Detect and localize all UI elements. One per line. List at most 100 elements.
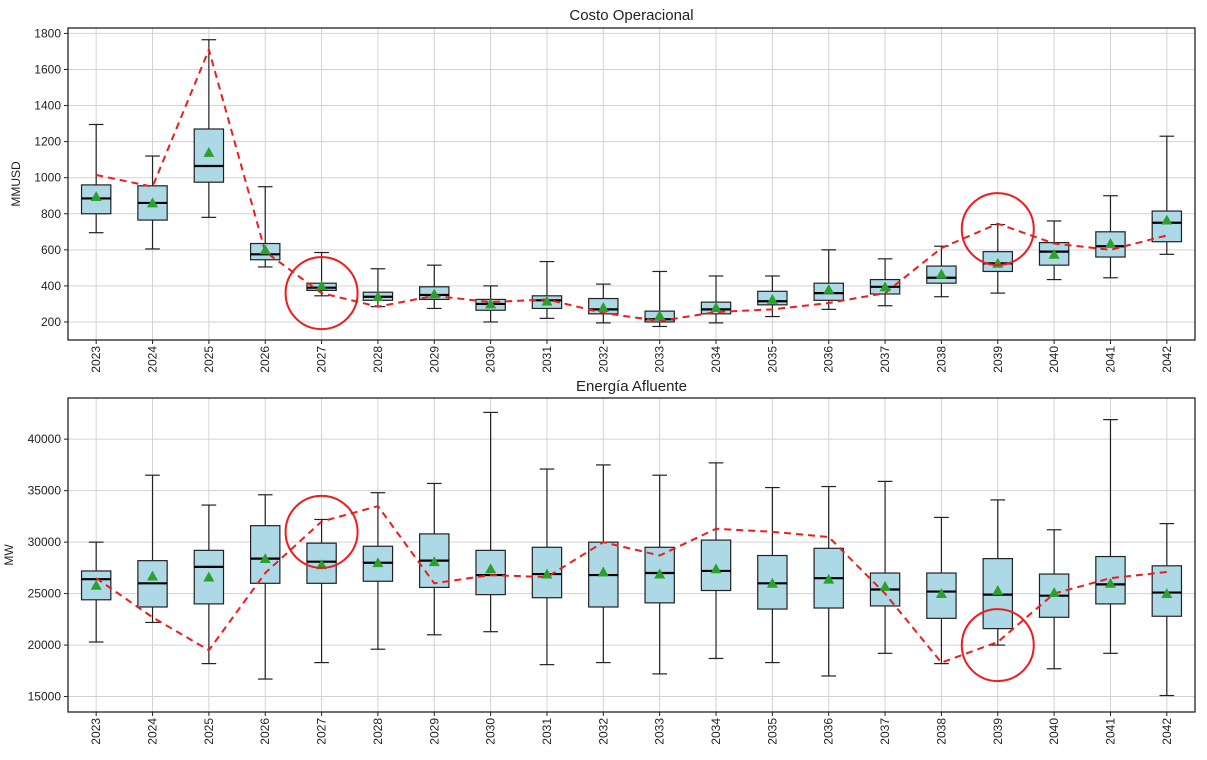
x-tick-label: 2032 <box>596 346 610 373</box>
mean-marker <box>710 302 722 312</box>
y-tick-label: 600 <box>41 243 61 257</box>
x-tick-label: 2035 <box>765 718 779 745</box>
chart-panel-1: 200 400 600 800 1000 1200 1400 1600 1800 2023 2024… <box>9 7 1196 373</box>
x-tick-label: 2023 <box>89 346 103 373</box>
y-tick-label: 1800 <box>34 26 61 40</box>
mean-marker <box>372 291 384 302</box>
box-iqr <box>306 542 337 584</box>
x-tick-label: 2040 <box>1047 346 1061 373</box>
mean-marker <box>879 580 891 591</box>
y-tick-label: 800 <box>41 207 61 221</box>
y-tick-label: 1600 <box>34 62 61 76</box>
x-tick-label: 2039 <box>991 346 1005 373</box>
x-tick-label: 2025 <box>202 718 216 745</box>
mean-marker <box>147 570 159 581</box>
x-tick-label: 2034 <box>709 346 723 373</box>
mean-marker <box>710 563 722 574</box>
plot-area <box>68 28 1195 340</box>
highlight-circle <box>960 608 1035 683</box>
box-2041 <box>1095 419 1126 654</box>
x-tick-label: 2040 <box>1047 718 1061 745</box>
x-tick-label: 2030 <box>484 346 498 373</box>
box-iqr <box>475 549 506 596</box>
x-tick-label: 2029 <box>427 718 441 745</box>
mean-marker <box>992 585 1004 595</box>
chart-title: Costo Operacional <box>569 7 693 24</box>
mean-marker <box>1104 238 1116 248</box>
mean-marker <box>597 566 609 577</box>
mean-marker <box>935 588 947 599</box>
x-tick-label: 2037 <box>878 346 892 373</box>
mean-marker <box>541 295 553 306</box>
x-tick-label: 2031 <box>540 346 554 373</box>
mean-marker <box>1104 577 1116 588</box>
mean-marker <box>90 191 102 202</box>
x-tick-label: 2024 <box>146 718 160 745</box>
x-tick-label: 2033 <box>653 718 667 745</box>
mean-marker <box>766 293 778 304</box>
highlight-circle <box>284 494 359 569</box>
x-tick-label: 2027 <box>315 346 329 373</box>
x-tick-label: 2042 <box>1160 718 1174 745</box>
mean-marker <box>428 556 440 567</box>
x-tick-label: 2028 <box>371 718 385 745</box>
x-tick-label: 2025 <box>202 346 216 373</box>
x-tick-label: 2030 <box>484 718 498 745</box>
mean-marker <box>541 568 553 579</box>
x-tick-label: 2031 <box>540 718 554 745</box>
x-tick-label: 2023 <box>89 718 103 745</box>
x-tick-label: 2037 <box>878 718 892 745</box>
y-tick-label: 15000 <box>28 690 62 704</box>
reference-line <box>95 504 1167 664</box>
box-2025 <box>193 39 225 218</box>
mean-marker <box>823 573 835 584</box>
plot-area <box>68 398 1195 712</box>
highlight-circle <box>284 256 359 331</box>
highlight-circle <box>960 192 1035 267</box>
x-tick-label: 2032 <box>596 718 610 745</box>
y-tick-label: 35000 <box>28 484 62 498</box>
x-tick-label: 2026 <box>258 346 272 373</box>
mean-marker <box>879 281 891 292</box>
mean-marker <box>259 553 271 564</box>
x-tick-label: 2041 <box>1103 346 1117 373</box>
x-tick-label: 2027 <box>315 718 329 745</box>
mean-marker <box>935 268 947 279</box>
mean-marker <box>316 280 328 291</box>
mean-marker <box>766 577 778 588</box>
mean-marker <box>147 197 159 208</box>
x-tick-label: 2036 <box>822 346 836 373</box>
box-iqr <box>531 546 563 599</box>
box-iqr <box>644 546 675 604</box>
chart-title: Energía Afluente <box>576 378 687 395</box>
box-2024 <box>137 474 168 624</box>
y-axis-label: MMUSD <box>9 161 23 207</box>
y-tick-label: 1200 <box>34 135 61 149</box>
x-tick-label: 2036 <box>822 718 836 745</box>
y-tick-label: 1400 <box>34 99 61 113</box>
x-tick-label: 2039 <box>991 718 1005 745</box>
mean-marker <box>1048 248 1060 259</box>
x-tick-label: 2041 <box>1103 718 1117 745</box>
y-tick-label: 400 <box>41 279 61 293</box>
x-tick-label: 2033 <box>653 346 667 373</box>
y-tick-label: 200 <box>41 315 61 329</box>
mean-marker <box>597 302 609 312</box>
mean-marker <box>1161 588 1173 599</box>
x-tick-label: 2038 <box>934 718 948 745</box>
mean-marker <box>654 568 666 579</box>
mean-marker <box>823 284 835 294</box>
mean-marker <box>485 298 497 309</box>
mean-marker <box>316 559 328 570</box>
mean-marker <box>203 146 215 157</box>
mean-marker <box>428 288 440 299</box>
box-2031 <box>531 468 563 666</box>
mean-marker <box>259 244 271 255</box>
box-2028 <box>362 492 394 650</box>
mean-marker <box>485 563 497 574</box>
box-2027 <box>306 518 337 664</box>
axes-frame <box>67 27 1196 341</box>
box-2033 <box>644 474 675 675</box>
